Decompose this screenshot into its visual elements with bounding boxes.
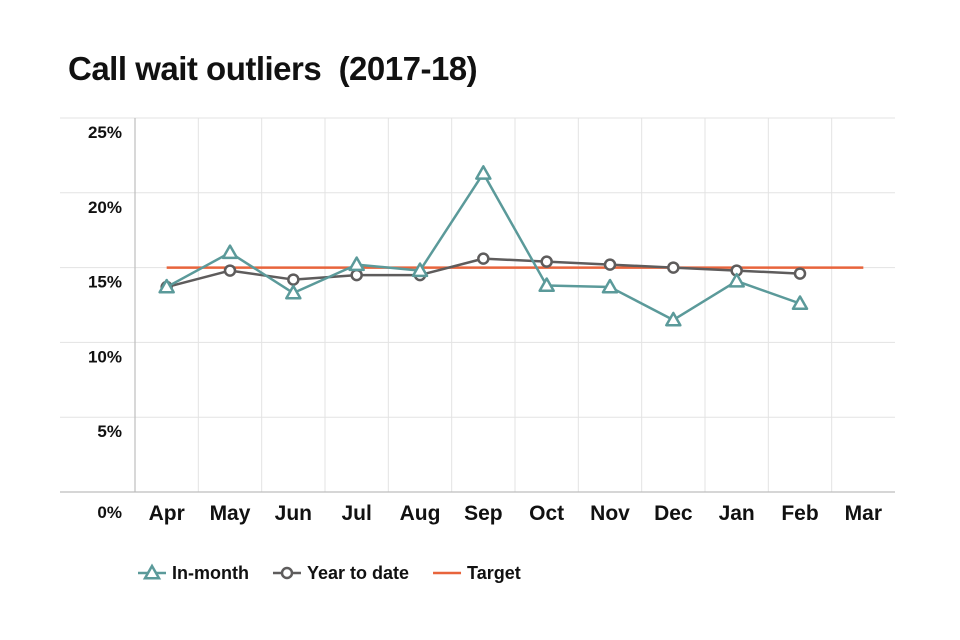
data-point <box>540 255 553 268</box>
legend-item-year-to-date: Year to date <box>272 563 409 583</box>
x-tick-label: Jul <box>341 502 371 525</box>
data-point <box>475 165 492 180</box>
data-point <box>287 273 300 286</box>
data-point <box>477 252 490 265</box>
y-tick-label: 20% <box>88 198 122 217</box>
data-point <box>223 264 237 277</box>
data-point <box>221 244 239 260</box>
series-in-month <box>158 165 809 327</box>
legend-label: Year to date <box>307 563 409 583</box>
data-point <box>348 256 365 272</box>
y-tick-label: 25% <box>88 123 122 142</box>
data-point <box>667 261 680 274</box>
x-tick-label: Jan <box>719 502 755 525</box>
data-point <box>728 272 745 288</box>
series-year-to-date <box>160 252 807 294</box>
x-tick-label: Nov <box>590 502 630 525</box>
data-point <box>791 295 809 311</box>
legend-item-in-month: In-month <box>138 563 249 583</box>
legend: In-month Year to date Target <box>138 563 521 583</box>
x-axis-ticks: Apr May Jun Jul Aug Sep Oct Nov Dec Jan Feb Mar <box>149 502 882 525</box>
legend-label: Target <box>467 563 521 583</box>
x-tick-label: Mar <box>845 502 882 525</box>
y-tick-label: 0% <box>97 503 122 522</box>
data-point <box>285 284 302 300</box>
y-axis-ticks: 0% 5% 10% 15% 20% 25% <box>88 123 122 522</box>
legend-circle-marker <box>280 566 294 580</box>
legend-item-target: Target <box>433 563 521 583</box>
x-tick-label: Dec <box>654 502 693 525</box>
data-point <box>601 278 619 294</box>
y-tick-label: 10% <box>88 347 122 366</box>
data-point <box>538 277 555 293</box>
data-point <box>350 268 363 282</box>
chart-title: Call wait outliers (2017-18) <box>68 50 478 87</box>
x-tick-label: Jun <box>275 502 312 525</box>
y-tick-label: 5% <box>97 422 122 441</box>
x-tick-label: Feb <box>781 502 818 525</box>
x-tick-label: Oct <box>529 502 564 525</box>
legend-label: In-month <box>172 563 249 583</box>
x-tick-label: Apr <box>149 502 185 525</box>
x-tick-label: Sep <box>464 502 503 525</box>
x-tick-label: Aug <box>400 502 441 525</box>
grid <box>60 117 895 493</box>
x-tick-label: May <box>210 502 251 525</box>
series-layer <box>158 165 864 327</box>
data-point <box>665 311 682 327</box>
data-point <box>158 278 175 294</box>
data-point <box>793 267 807 280</box>
data-point <box>411 262 429 278</box>
y-tick-label: 15% <box>88 273 122 292</box>
data-point <box>603 258 617 271</box>
legend-triangle-marker <box>142 563 162 580</box>
